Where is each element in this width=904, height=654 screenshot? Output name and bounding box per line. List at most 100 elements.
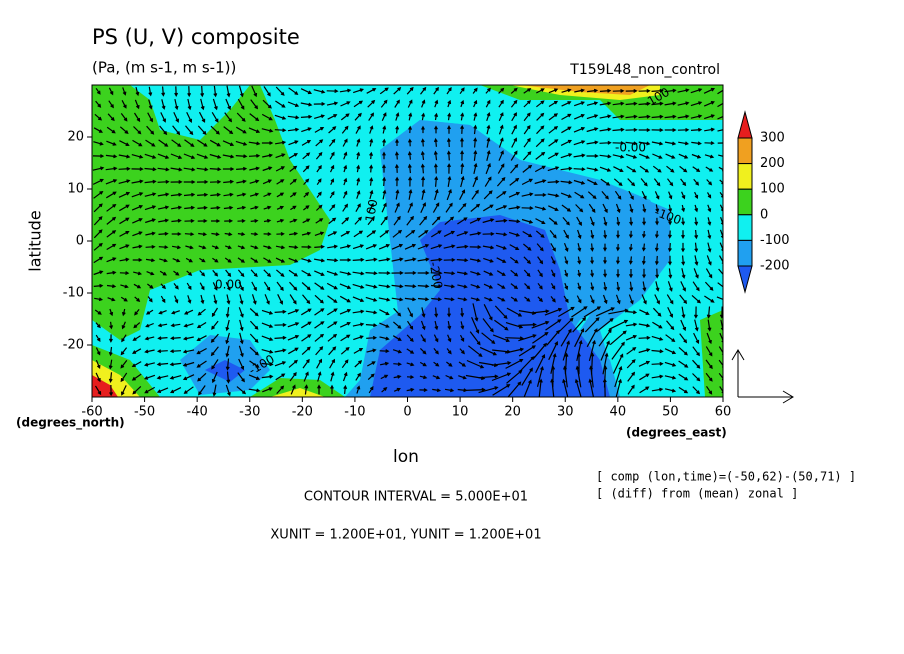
wind-vector — [460, 137, 464, 148]
wind-vector — [120, 113, 128, 122]
wind-vector — [132, 218, 143, 224]
wind-vector — [406, 334, 414, 342]
wind-vector — [498, 112, 504, 122]
wind-vector — [417, 284, 430, 289]
wind-vector — [655, 268, 660, 279]
wind-vector — [694, 217, 699, 226]
x-tick-label: -50 — [134, 405, 155, 420]
wind-vector — [342, 371, 348, 382]
wind-vector — [599, 140, 612, 145]
wind-vector — [92, 166, 105, 171]
wind-vector — [509, 244, 520, 250]
wind-vector — [237, 218, 246, 223]
wind-vector — [485, 99, 491, 108]
wind-vector — [664, 128, 677, 133]
wind-vector — [186, 270, 193, 276]
y-tick-label: 10 — [67, 182, 84, 197]
wind-vector — [589, 295, 595, 304]
wind-vector — [505, 359, 524, 369]
wind-vector — [407, 138, 412, 147]
wind-vector — [602, 294, 608, 305]
colorbar-label: 200 — [760, 156, 785, 171]
wind-vector — [94, 309, 102, 315]
field — [92, 85, 723, 397]
wind-vector — [430, 284, 443, 289]
wind-vector — [446, 137, 451, 148]
wind-vector — [678, 360, 689, 368]
wind-vector — [546, 329, 560, 346]
wind-vector — [510, 163, 519, 174]
wind-vector — [262, 153, 274, 158]
wind-vector — [706, 255, 712, 266]
wind-vector — [198, 385, 206, 396]
wind-vector — [692, 346, 700, 357]
x-tick-label: -20 — [292, 405, 313, 420]
wind-vector — [301, 258, 312, 263]
wind-vector — [577, 269, 582, 278]
wind-vector — [666, 294, 674, 305]
wind-vector — [664, 141, 677, 146]
wind-vector — [443, 230, 456, 237]
wind-vector — [572, 316, 587, 333]
wind-vector — [171, 232, 182, 236]
wind-vector — [534, 206, 547, 211]
wind-vector — [406, 320, 414, 330]
wind-vector — [548, 341, 558, 361]
wind-vector — [382, 138, 387, 147]
x-tick-label: 0 — [403, 405, 411, 420]
wind-vector — [655, 204, 660, 213]
wind-vector — [692, 373, 701, 382]
wind-vector — [628, 230, 633, 239]
wind-vector — [93, 283, 104, 288]
wind-vector — [249, 192, 260, 197]
wind-vector — [356, 177, 361, 186]
wind-vector — [518, 322, 537, 327]
wind-vector — [263, 232, 272, 237]
wind-vector — [651, 361, 664, 366]
wind-vector — [534, 179, 547, 185]
wind-vector — [326, 101, 339, 106]
wind-vector — [119, 140, 130, 146]
wind-vector — [342, 203, 349, 212]
colorbar-swatch — [737, 265, 753, 294]
wind-vector — [327, 295, 338, 303]
wind-vector — [457, 284, 468, 289]
wind-vector — [694, 229, 699, 240]
wind-vector — [200, 85, 205, 98]
wind-vector — [392, 229, 403, 238]
wind-vector — [275, 373, 286, 381]
wind-vector — [681, 306, 686, 319]
wind-vector — [380, 374, 389, 380]
wind-vector — [511, 124, 517, 135]
wind-vector — [197, 372, 207, 382]
wind-vector — [707, 242, 712, 253]
wind-vector — [608, 319, 629, 330]
wind-vector — [196, 153, 209, 159]
wind-vector — [210, 125, 220, 135]
wind-vector — [536, 112, 545, 121]
wind-vector — [301, 346, 311, 356]
wind-vector — [121, 308, 126, 317]
wind-vector — [145, 258, 156, 263]
wind-vector — [326, 89, 339, 94]
wind-vector — [419, 347, 427, 355]
wind-vector — [548, 217, 558, 225]
wind-vector — [132, 335, 141, 341]
wind-vector — [157, 323, 168, 328]
wind-vector — [275, 86, 285, 96]
wind-vector — [355, 203, 361, 212]
wind-vector — [339, 309, 352, 315]
wind-vector — [561, 88, 572, 93]
wind-vector — [210, 333, 219, 343]
wind-vector — [583, 306, 602, 318]
wind-vector — [560, 153, 573, 159]
wind-vector — [704, 154, 715, 159]
wind-vector — [236, 166, 248, 171]
wind-vector — [704, 127, 716, 132]
wind-vector — [197, 205, 208, 210]
wind-vector — [274, 335, 287, 340]
wind-vector — [498, 124, 504, 135]
wind-vector — [122, 87, 127, 96]
wind-vector — [560, 139, 573, 146]
